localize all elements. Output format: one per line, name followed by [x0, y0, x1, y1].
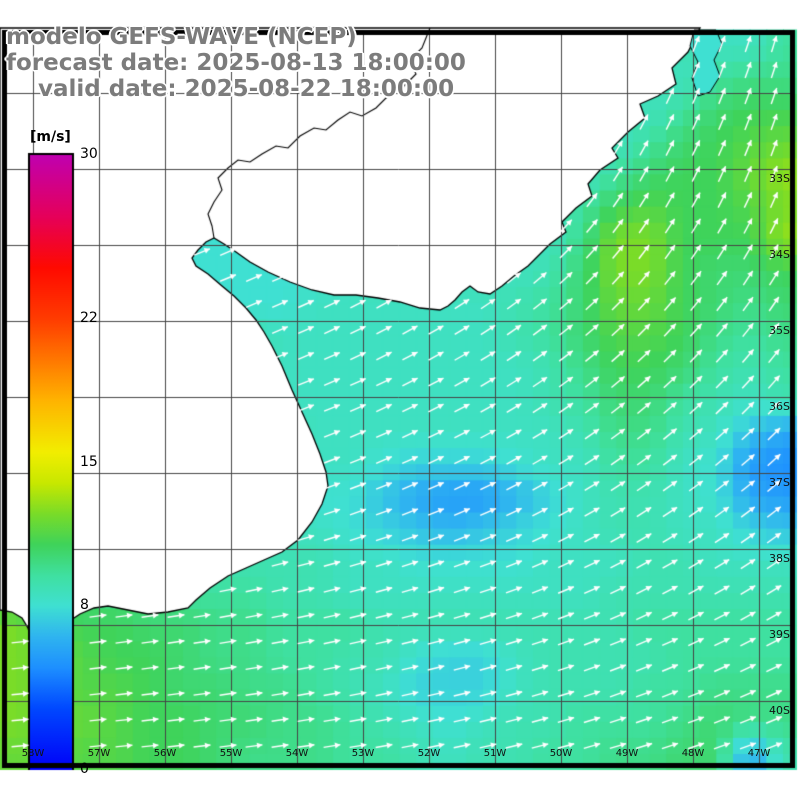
- lon-label-56W: 56W: [153, 748, 177, 759]
- lon-label-47W: 47W: [747, 748, 771, 759]
- lat-label-34S: 34S: [769, 248, 790, 261]
- lon-label-55W: 55W: [219, 748, 243, 759]
- valid-date-label: valid date: 2025-08-22 18:00:00: [6, 76, 455, 102]
- lon-label-50W: 50W: [549, 748, 573, 759]
- colorbar-tick-0: 0: [80, 761, 89, 777]
- lat-label-35S: 35S: [769, 324, 790, 337]
- colorbar-tick-8: 8: [80, 597, 89, 613]
- lon-label-49W: 49W: [615, 748, 639, 759]
- lon-label-52W: 52W: [417, 748, 441, 759]
- lon-label-58W: 58W: [21, 748, 45, 759]
- colorbar-tick-15: 15: [80, 453, 98, 470]
- lon-label-48W: 48W: [681, 748, 705, 759]
- lat-label-33S: 33S: [769, 172, 790, 185]
- colorbar-tick-22: 22: [80, 310, 98, 326]
- lat-label-38S: 38S: [769, 552, 790, 565]
- lon-label-54W: 54W: [285, 748, 309, 759]
- forecast-date-label: forecast date: 2025-08-13 18:00:00: [6, 50, 466, 76]
- lat-label-36S: 36S: [769, 400, 790, 413]
- chart-titles: modelo GEFS-WAVE (NCEP) forecast date: 2…: [6, 24, 466, 102]
- lon-label-51W: 51W: [483, 748, 507, 759]
- model-title: modelo GEFS-WAVE (NCEP): [6, 24, 357, 50]
- colorbar-tick-30: 30: [80, 146, 98, 162]
- lat-label-37S: 37S: [769, 476, 790, 489]
- lon-label-53W: 53W: [351, 748, 375, 759]
- lat-label-40S: 40S: [769, 704, 790, 717]
- lat-label-39S: 39S: [769, 628, 790, 641]
- colorbar-unit-label: [m/s]: [30, 129, 71, 145]
- lon-label-57W: 57W: [87, 748, 111, 759]
